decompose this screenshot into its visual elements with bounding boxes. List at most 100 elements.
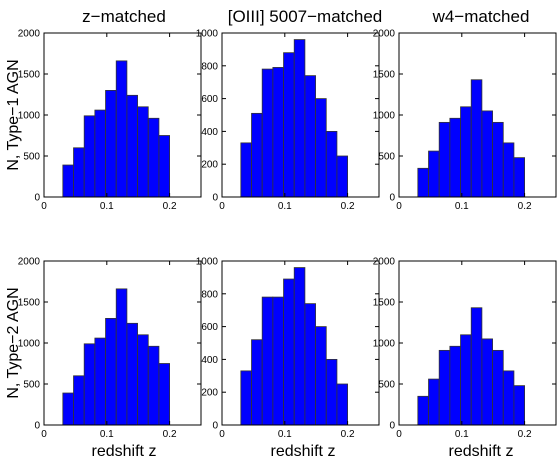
x-tick-label: 0.1 [100,201,114,212]
histogram-bar [158,135,170,198]
y-tick-label: 1000 [373,111,396,122]
histogram-bar [513,385,525,426]
histogram-bar [304,303,316,426]
histogram-bar [83,343,96,426]
y-tick-label: 500 [378,380,395,391]
ylabel-type1: N, Type−1 AGN [5,59,22,170]
xlabel-col1: redshift z [92,443,157,460]
histogram-bar [470,79,483,198]
x-tick-label: 0.1 [278,201,292,212]
x-tick-label: 0.1 [278,429,292,440]
y-tick-label: 1500 [373,70,396,81]
panel-1: 0 500 1000 1500 2000 0 0.1 0.2 [18,29,202,212]
y-tick-label: 1000 [196,257,219,268]
histogram-bar [261,296,274,426]
y-tick-label: 1500 [373,298,396,309]
y-tick-label: 600 [201,322,218,333]
y-tick-label: 500 [378,152,395,163]
histogram-bar [470,307,483,426]
x-tick-label: 0 [219,201,225,212]
histogram-bar [115,60,128,198]
y-tick-label: 600 [201,94,218,105]
panel-6: 0 500 1000 1500 2000 0 0.1 0.2 [373,257,557,440]
histogram-bar [137,334,149,426]
histogram-bar [240,370,252,426]
histogram-bar [438,349,451,426]
xlabel-col2: redshift z [271,443,336,460]
x-tick-label: 0.1 [455,429,469,440]
histogram-bar [304,75,316,198]
histogram-bar [460,106,472,198]
x-tick-label: 0 [396,201,402,212]
histogram-bar [283,278,295,426]
histogram-bar [492,349,504,426]
histogram-bar [115,288,128,426]
y-tick-label: 1000 [18,339,41,350]
histogram-bar [417,395,429,426]
histogram-bar [240,142,252,198]
histogram-bar [502,370,515,426]
y-tick-label: 200 [201,388,218,399]
xlabel-col3: redshift z [449,443,514,460]
histogram-bar [272,67,284,198]
histogram-bar [137,106,149,198]
panel-2: 0 200 400 600 800 1000 0 0.1 0.2 [196,29,380,212]
histogram-bar [293,39,306,198]
ylabel-type2: N, Type−2 AGN [5,287,22,398]
histogram-bar [492,121,504,198]
x-tick-label: 0.1 [455,201,469,212]
panel-5: 0 200 400 600 800 1000 0 0.1 0.2 [196,257,380,440]
x-tick-label: 0.2 [518,201,532,212]
histogram-bar [105,317,117,426]
histogram-bar [261,68,274,198]
histogram-bar [251,112,263,198]
y-tick-label: 0 [34,193,40,204]
histogram-bar [336,155,349,198]
x-tick-label: 0.2 [518,429,532,440]
y-tick-label: 0 [389,421,395,432]
histogram-bar [336,383,349,426]
y-tick-label: 1000 [18,111,41,122]
histogram-bar [449,345,461,426]
histogram-bar [126,322,138,426]
y-tick-label: 2000 [373,257,396,268]
title-z-matched: z−matched [82,7,166,26]
histogram-bar [251,339,263,426]
y-tick-label: 2000 [373,29,396,40]
y-tick-label: 200 [201,160,218,171]
panel-4: 0 500 1000 1500 2000 0 0.1 0.2 [18,257,202,440]
title-oiii-matched: [OIII] 5007−matched [228,7,383,26]
histogram-bar [325,130,338,198]
histogram-bar [481,338,493,426]
x-tick-label: 0.2 [341,201,355,212]
histogram-bar [105,90,117,198]
histogram-bar [428,378,440,426]
histogram-bar [438,121,451,198]
histogram-bar [325,358,338,426]
histogram-bar [94,337,106,426]
axes-frame [221,32,380,198]
histogram-bar [83,115,96,198]
y-tick-label: 500 [23,380,40,391]
histogram-bar [513,157,525,198]
y-tick-label: 0 [389,193,395,204]
y-tick-label: 0 [34,421,40,432]
y-tick-label: 2000 [18,257,41,268]
histogram-bar [94,109,106,198]
y-tick-label: 400 [201,355,218,366]
histogram-bar [62,164,74,198]
histogram-bar [293,267,306,426]
panel-3: 0 500 1000 1500 2000 0 0.1 0.2 [373,29,557,212]
x-tick-label: 0 [41,429,47,440]
y-tick-label: 800 [201,289,218,300]
y-tick-label: 1500 [18,298,41,309]
y-tick-label: 1500 [18,70,41,81]
x-tick-label: 0 [219,429,225,440]
histogram-bar [460,334,472,426]
histogram-bar [73,147,85,198]
histogram-bar [315,98,327,198]
histogram-bar [147,345,160,426]
y-tick-label: 1000 [196,29,219,40]
y-tick-label: 0 [212,421,218,432]
histogram-bar [417,167,429,198]
